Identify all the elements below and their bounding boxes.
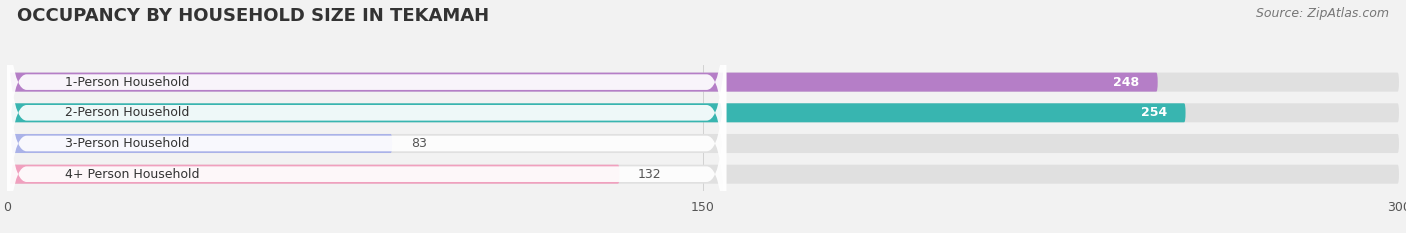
Text: 132: 132 [638,168,662,181]
Text: 83: 83 [411,137,426,150]
Text: 248: 248 [1114,76,1139,89]
Text: 3-Person Household: 3-Person Household [65,137,188,150]
FancyBboxPatch shape [7,103,1185,122]
FancyBboxPatch shape [7,73,1399,92]
Text: 1-Person Household: 1-Person Household [65,76,188,89]
FancyBboxPatch shape [7,53,725,233]
Text: Source: ZipAtlas.com: Source: ZipAtlas.com [1256,7,1389,20]
FancyBboxPatch shape [7,165,620,184]
FancyBboxPatch shape [7,165,1399,184]
Text: 2-Person Household: 2-Person Household [65,106,188,119]
FancyBboxPatch shape [7,73,1157,92]
Text: 254: 254 [1140,106,1167,119]
FancyBboxPatch shape [7,103,1399,122]
FancyBboxPatch shape [7,134,392,153]
FancyBboxPatch shape [7,134,1399,153]
Text: OCCUPANCY BY HOUSEHOLD SIZE IN TEKAMAH: OCCUPANCY BY HOUSEHOLD SIZE IN TEKAMAH [17,7,489,25]
Text: 4+ Person Household: 4+ Person Household [65,168,200,181]
FancyBboxPatch shape [7,0,725,203]
FancyBboxPatch shape [7,0,725,233]
FancyBboxPatch shape [7,22,725,233]
